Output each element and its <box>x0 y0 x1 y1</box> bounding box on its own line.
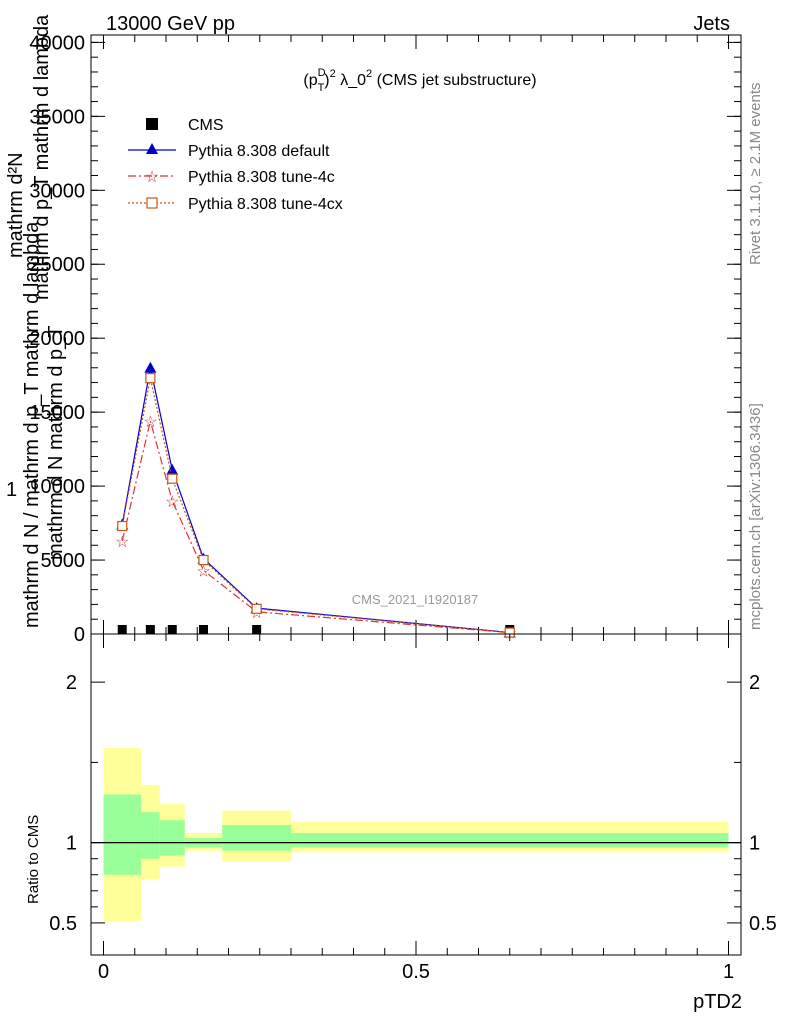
title-rest: λ_0 <box>336 72 366 89</box>
tune4c-point: ☆ <box>115 534 129 551</box>
ratio-bands <box>103 747 729 922</box>
upper-ylabel: mathrm d N / mathrm d p_T mathrm d lambd… <box>21 221 43 628</box>
title-sub1: T <box>318 82 325 94</box>
legend-4c-marker: ☆ <box>145 169 159 186</box>
tune4cx-point <box>167 473 178 484</box>
cms-point <box>252 625 262 634</box>
upper-ytick-label: 15000 <box>29 402 85 424</box>
cms-point <box>167 625 177 634</box>
lower-ylabel: Ratio to CMS <box>25 815 42 904</box>
rivet-label: Rivet 3.1.10, ≥ 2.1M events <box>747 83 764 266</box>
main-title: (pD T)2 λ_02 (CMS jet substructure) <box>303 67 536 94</box>
lower-xtick-label: 1 <box>723 961 734 983</box>
legend-cms-marker <box>146 118 158 130</box>
mcplots-label: mcplots.cern.ch [arXiv:1306.3436] <box>747 403 764 630</box>
upper-ytick-label: 5000 <box>41 550 86 572</box>
tune4cx-point <box>117 520 128 532</box>
legend: CMS Pythia 8.308 default ☆ Pythia 8.308 … <box>128 117 343 213</box>
upper-series: ☆☆☆☆☆☆ <box>115 361 517 643</box>
upper-ylabel-numerator: mathrm d²N <box>5 152 27 258</box>
upper-ytick-label: 0 <box>74 624 85 646</box>
tune4cx-point <box>145 373 156 384</box>
legend-4cx-marker <box>146 197 158 209</box>
upper-ytick-label: 25000 <box>29 254 85 276</box>
cms-point <box>117 625 127 634</box>
lower-ytick-label: 0.5 <box>49 913 77 935</box>
legend-4c: Pythia 8.308 tune-4c <box>188 169 335 186</box>
ratio-band-inner <box>222 824 291 851</box>
series-line-3 <box>121 378 510 634</box>
legend-cms: CMS <box>188 117 224 134</box>
default-point <box>144 361 157 373</box>
lower-xtick-label: 0.5 <box>402 961 430 983</box>
tune4c-point: ☆ <box>165 494 179 511</box>
tune4c-point: ☆ <box>196 563 210 580</box>
upper-y-ticks: 0 5000 10000 15000 20000 25000 30000 35000 40000 <box>29 32 741 646</box>
legend-4cx: Pythia 8.308 tune-4cx <box>188 196 343 213</box>
upper-ylabel-inner: mathrm d N mathrm d p_T <box>45 325 67 560</box>
upper-ylabel-one: 1 <box>6 479 17 501</box>
series-line-1 <box>121 367 510 634</box>
lower-ytick-label: 1 <box>66 833 77 855</box>
tune4cx-point <box>198 554 209 566</box>
upper-ylabel-denominator: mathrm d p_T mathrm d lambda <box>31 14 53 300</box>
lower-ytick-label-right: 0.5 <box>749 913 777 935</box>
x-axis-label: pTD2 <box>693 991 742 1013</box>
title-sup1: D <box>318 67 326 79</box>
lower-frame <box>90 633 742 956</box>
series-line-2 <box>121 420 510 634</box>
ratio-band-inner <box>159 820 185 856</box>
upper-ytick-label: 35000 <box>29 106 85 128</box>
tune4c-point: ☆ <box>143 414 157 431</box>
upper-ytick-label: 40000 <box>29 32 85 54</box>
title-tail: (CMS jet substructure) <box>372 72 536 89</box>
lower-xtick-label: 0 <box>98 961 109 983</box>
title-sup2: 2 <box>330 68 336 80</box>
analysis-watermark: CMS_2021_I1920187 <box>352 592 479 607</box>
ratio-band-inner <box>291 833 729 848</box>
legend-default-marker <box>146 143 158 154</box>
ratio-band-inner <box>141 812 160 859</box>
header-left: 13000 GeV pp <box>106 13 235 35</box>
tune4cx-point <box>251 603 262 614</box>
legend-default: Pythia 8.308 default <box>188 143 330 160</box>
default-point <box>166 463 179 475</box>
lower-ytick-label-right: 2 <box>749 672 760 694</box>
title-sup3: 2 <box>366 68 372 80</box>
lower-x-ticks: 0 0.5 1 <box>98 634 734 983</box>
cms-point <box>199 625 208 634</box>
upper-ytick-label: 20000 <box>29 328 85 350</box>
ratio-band-inner <box>103 794 141 875</box>
lower-ytick-label-right: 1 <box>749 833 760 855</box>
cms-point <box>145 625 155 634</box>
header-right: Jets <box>693 13 730 35</box>
lower-ytick-label: 2 <box>66 672 77 694</box>
upper-ytick-label: 30000 <box>29 180 85 202</box>
upper-ytick-label: 10000 <box>29 476 85 498</box>
upper-x-ticks <box>103 35 729 634</box>
title-paren: ) <box>324 72 329 89</box>
title-main: (p <box>303 72 317 89</box>
